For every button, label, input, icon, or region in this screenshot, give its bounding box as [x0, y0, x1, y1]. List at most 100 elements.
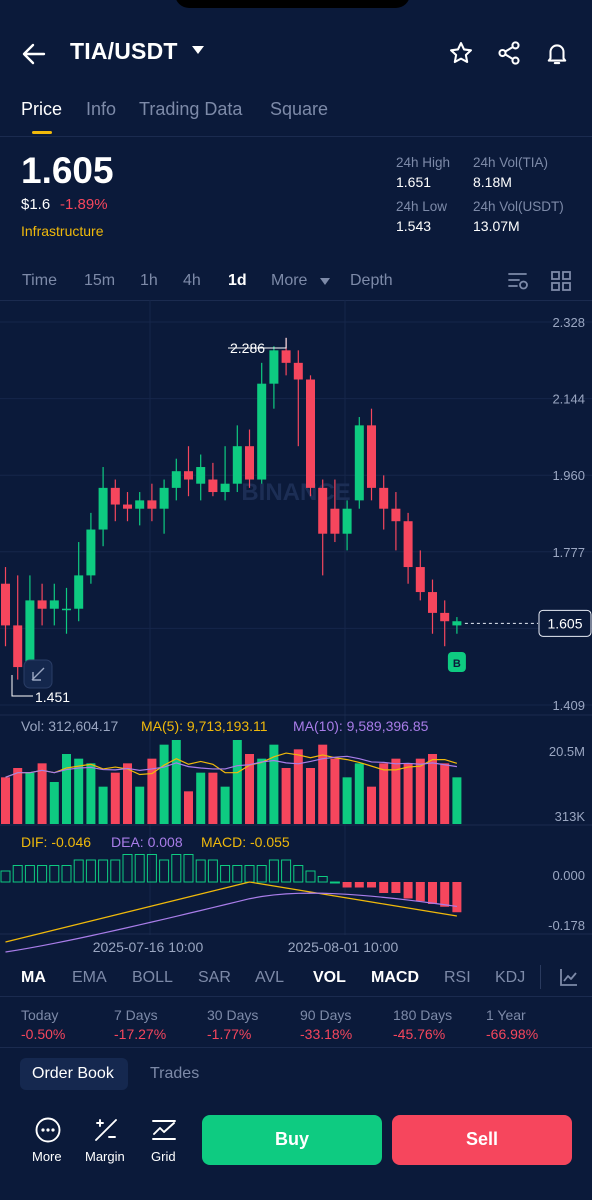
volume-bar [245, 754, 254, 824]
candle [74, 575, 84, 609]
ind-rsi[interactable]: RSI [444, 969, 471, 986]
divider [540, 965, 541, 989]
candle [86, 529, 96, 576]
volume-bar [62, 754, 71, 824]
tab-price[interactable]: Price [21, 99, 63, 119]
layout-grid-icon[interactable] [550, 270, 572, 292]
ind-sar[interactable]: SAR [198, 969, 231, 986]
buy-button[interactable]: Buy [202, 1115, 382, 1165]
volume-axis-top: 20.5M [549, 744, 585, 759]
volume-bar [293, 749, 303, 824]
tf-time[interactable]: Time [22, 272, 57, 289]
volume-bar [147, 758, 157, 824]
sell-label: Sell [465, 1129, 499, 1149]
volume-bar [257, 758, 267, 824]
ind-ma[interactable]: MA [21, 969, 46, 986]
tf-15m[interactable]: 15m [84, 272, 116, 289]
perf-value-90d: -33.18% [300, 1026, 353, 1042]
macd-hist-bar [146, 854, 157, 883]
volume-bar [123, 763, 132, 824]
vol-tia-label: 24h Vol(TIA) [473, 155, 549, 170]
chevron-down-icon[interactable] [192, 46, 204, 54]
share-icon[interactable] [496, 40, 522, 66]
volume-axis-bottom: 313K [555, 809, 586, 824]
macd-hist-bar [415, 882, 425, 902]
tf-1d[interactable]: 1d [228, 272, 247, 289]
macd-hist-bar [329, 881, 340, 884]
divider [0, 300, 592, 301]
ind-avl[interactable]: AVL [255, 969, 285, 986]
volume-bar [452, 777, 462, 824]
tf-1h[interactable]: 1h [140, 272, 158, 289]
macd-hist-bar [159, 859, 170, 883]
ind-kdj[interactable]: KDJ [495, 969, 526, 986]
macd-hist-bar [183, 854, 194, 883]
macd-hist-bar [122, 854, 133, 883]
candle [25, 600, 35, 668]
perf-value-7d: -17.27% [114, 1026, 167, 1042]
last-price: 1.605 [21, 150, 114, 191]
tab-trading-data[interactable]: Trading Data [139, 99, 243, 119]
ma5-legend: MA(5): 9,713,193.11 [141, 718, 268, 734]
volume-bar [220, 786, 230, 824]
candle [330, 508, 340, 534]
perf-label-90d: 90 Days [300, 1007, 352, 1023]
buy-marker[interactable] [447, 652, 466, 672]
tf-more[interactable]: More [271, 272, 308, 289]
tf-depth[interactable]: Depth [350, 272, 393, 289]
chart-settings-icon[interactable] [507, 270, 529, 292]
grid-bot-icon[interactable] [150, 1116, 178, 1144]
low-marker-line [11, 675, 33, 697]
high-value: 1.651 [396, 174, 432, 190]
macd-hist-bar [305, 870, 316, 883]
margin-icon[interactable] [92, 1116, 120, 1144]
volume-bar [318, 744, 328, 824]
tab-trades[interactable]: Trades [150, 1065, 200, 1082]
candle [428, 592, 437, 613]
back-arrow-icon[interactable] [20, 40, 48, 68]
more-icon[interactable] [34, 1116, 62, 1144]
macd-hist-bar [37, 865, 48, 883]
price-chart[interactable]: BINANCE 2.286 1.451 1.605 B 2.328 2.144 1.960… [0, 300, 592, 960]
tab-info[interactable]: Info [86, 99, 117, 119]
pair-title[interactable]: TIA/USDT [70, 38, 178, 64]
price-axis-label: 2.144 [552, 392, 585, 407]
ind-vol[interactable]: VOL [313, 969, 346, 986]
macd-hist-bar [293, 865, 304, 883]
price-axis-label: 1.960 [552, 468, 585, 483]
candle [98, 487, 108, 530]
macd-hist-bar [256, 865, 267, 883]
tab-square[interactable]: Square [270, 99, 329, 119]
bell-icon[interactable] [544, 40, 570, 66]
star-icon[interactable] [448, 40, 474, 66]
volume-bar [379, 763, 389, 824]
more-label[interactable]: More [32, 1149, 62, 1164]
category-tag[interactable]: Infrastructure [21, 223, 104, 239]
macd-hist-bar [207, 859, 218, 883]
macd-hist-bar [342, 882, 352, 888]
ind-boll[interactable]: BOLL [132, 969, 173, 986]
ind-ema[interactable]: EMA [72, 969, 107, 986]
tab-order-book[interactable]: Order Book [32, 1065, 114, 1082]
macd-axis-top: 0.000 [552, 868, 585, 883]
tf-4h[interactable]: 4h [183, 272, 201, 289]
grid-label[interactable]: Grid [151, 1149, 176, 1164]
more-chevron-icon[interactable] [320, 278, 330, 285]
indicator-settings-icon[interactable] [558, 966, 580, 988]
volume-bar [110, 772, 120, 824]
price-axis-label: 2.328 [552, 315, 585, 330]
candle [196, 467, 206, 484]
volume-bar [74, 758, 84, 824]
macd-hist-bar [171, 854, 182, 883]
tab-order-book-bg[interactable] [20, 1058, 128, 1090]
date-label: 2025-07-16 10:00 [93, 939, 204, 955]
ind-macd[interactable]: MACD [371, 969, 419, 986]
candle [379, 487, 389, 509]
sell-button[interactable]: Sell [392, 1115, 572, 1165]
margin-label[interactable]: Margin [85, 1149, 125, 1164]
candle [159, 487, 169, 509]
vol-usdt-value: 13.07M [473, 218, 520, 234]
volume-bar [25, 772, 35, 824]
dif-line [5, 881, 457, 943]
candle [342, 508, 352, 534]
